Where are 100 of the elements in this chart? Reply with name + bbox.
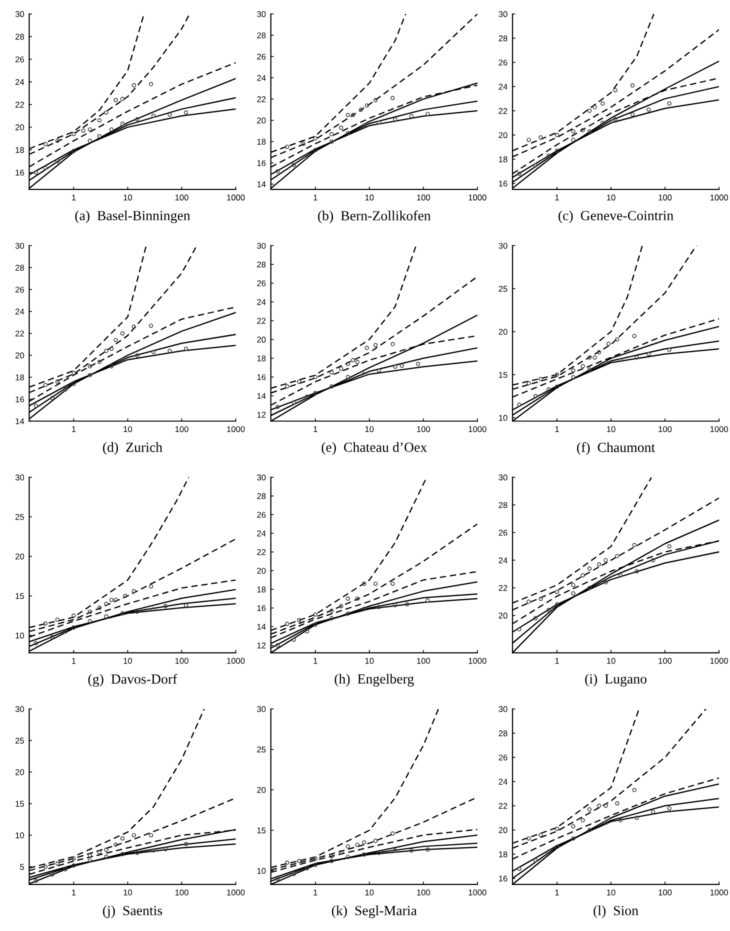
y-tick-label: 30 [15,706,24,712]
y-tick-label: 22 [498,585,508,591]
y-tick-label: 14 [257,393,266,399]
x-tick-label: 1000 [227,426,245,432]
y-tick-label: 14 [257,624,266,630]
text: (k) Segl-Maria [332,906,417,918]
y-tick-label: 20 [257,787,266,793]
y-tick-label: 28 [257,262,266,268]
y-tick-label: 18 [16,374,24,380]
x-tick-label: 1000 [468,194,486,200]
x-tick-label: 1 [555,890,559,896]
x-tick-label: 1000 [710,658,728,664]
y-tick-label: 16 [499,876,508,882]
x-tick-label: 1 [555,658,559,664]
y-tick-label: 26 [15,56,24,62]
y-tick-label: 26 [498,754,508,760]
x-tick-label: 1 [314,890,318,896]
x-tick-label: 10 [607,426,616,432]
y-tick-label: 26 [257,512,266,518]
y-tick-label: 30 [257,11,266,18]
y-tick-label: 28 [498,730,508,736]
y-tick-label: 12 [257,412,266,418]
text: (f) Chaumont [577,442,656,455]
y-tick-label: 16 [257,160,266,166]
y-tick-label: 22 [15,330,24,336]
y-tick-label: 14 [257,181,266,188]
y-tick-label: 25 [498,286,508,292]
y-tick-label: 22 [15,102,24,108]
x-tick-label: 10 [607,658,616,664]
y-tick-label: 24 [257,74,266,81]
y-tick-label: 16 [16,396,24,402]
x-tick-label: 100 [658,658,672,664]
text: (h) Engelberg [334,674,414,686]
y-tick-label: 12 [257,642,266,648]
y-tick-label: 22 [257,318,266,324]
y-tick-label: 20 [15,769,24,776]
x-tick-label: 1000 [468,426,486,432]
x-tick-label: 100 [175,194,188,200]
y-tick-label: 24 [498,778,508,785]
x-tick-label: 10 [365,194,374,200]
y-tick-label: 24 [257,530,266,536]
y-tick-label: 25 [257,746,266,752]
y-tick-label: 14 [16,418,24,424]
x-tick-label: 10 [124,890,132,896]
y-tick-label: 24 [498,557,508,564]
y-tick-label: 28 [15,34,24,40]
y-tick-label: 18 [257,586,266,592]
y-tick-label: 5 [20,864,24,870]
y-tick-label: 20 [498,827,508,834]
y-tick-label: 28 [15,264,24,271]
y-tick-label: 20 [15,124,24,130]
x-tick-label: 1000 [710,890,728,896]
text: (j) Saentis [102,906,162,918]
y-tick-label: 28 [498,502,508,508]
text: (b) Bern-Zollikofen [318,210,431,224]
y-tick-label: 30 [498,706,508,712]
text: (d) Zurich [103,442,162,455]
y-tick-label: 16 [499,180,508,187]
y-tick-label: 24 [498,84,508,90]
y-tick-label: 25 [15,514,24,520]
x-tick-label: 1 [314,194,318,200]
y-tick-label: 30 [257,242,266,249]
y-tick-label: 10 [16,832,24,838]
y-tick-label: 10 [16,632,24,638]
x-tick-label: 1 [555,426,559,432]
y-tick-label: 30 [498,242,508,249]
y-tick-label: 16 [257,605,266,612]
text: (i) Lugano [585,674,646,686]
x-tick-label: 100 [658,890,672,896]
y-tick-label: 20 [257,118,266,124]
x-tick-label: 100 [175,890,188,896]
x-tick-label: 1 [72,426,76,432]
y-tick-label: 30 [498,11,508,18]
y-tick-label: 24 [15,79,24,85]
y-tick-label: 15 [16,800,24,807]
y-tick-label: 26 [498,60,508,66]
y-tick-label: 26 [257,280,266,286]
y-tick-label: 26 [257,54,266,60]
x-tick-label: 1000 [468,890,486,896]
x-tick-label: 1000 [227,194,245,200]
x-tick-label: 1000 [227,658,245,664]
y-tick-label: 15 [257,828,266,834]
text: (l) Sion [594,906,638,918]
y-tick-label: 18 [499,851,508,858]
y-tick-label: 20 [257,336,266,343]
x-tick-label: 100 [417,426,430,432]
y-tick-label: 15 [16,593,24,599]
x-tick-label: 1000 [710,194,728,200]
x-tick-label: 1 [555,194,559,200]
x-tick-label: 1000 [710,426,728,432]
x-tick-label: 1 [72,194,76,200]
x-tick-label: 10 [365,658,374,664]
text: (e) Chateau d’Oex [322,442,427,455]
y-tick-label: 30 [15,242,24,249]
text: (g) Davos-Dorf [88,674,178,687]
x-tick-label: 10 [124,194,132,200]
x-tick-label: 1000 [468,658,486,664]
text: (c) Geneve-Cointrin [558,210,674,224]
y-tick-label: 22 [498,802,508,809]
y-tick-label: 18 [499,156,508,162]
